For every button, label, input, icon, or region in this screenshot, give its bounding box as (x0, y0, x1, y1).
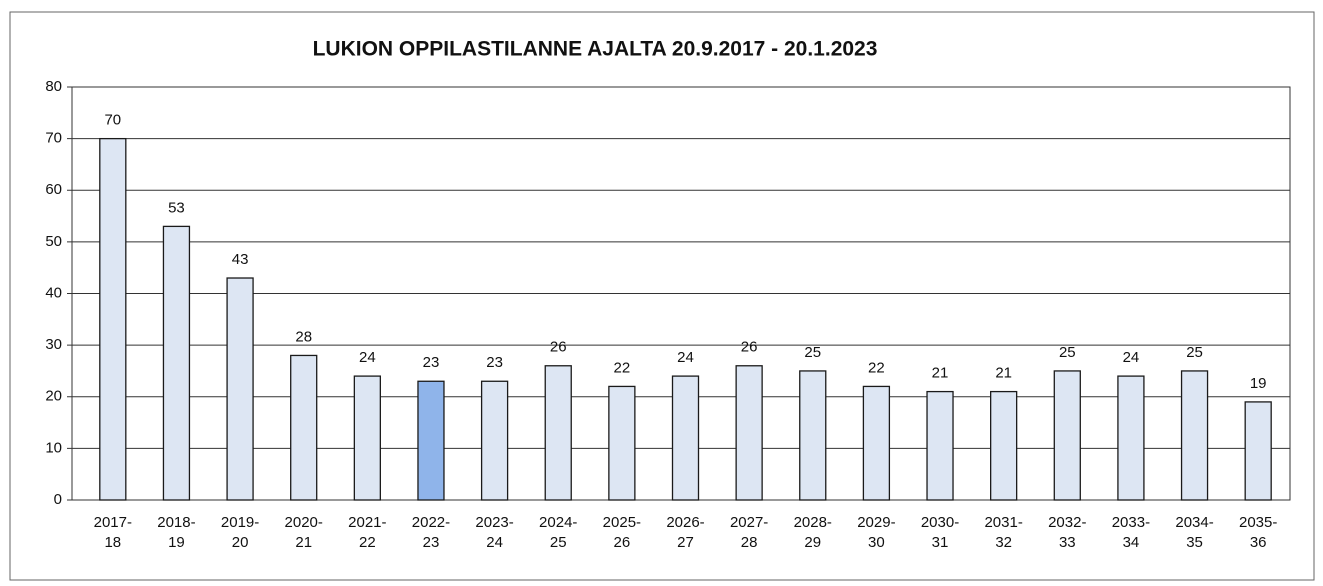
x-tick-label: 2024- (539, 514, 577, 531)
x-tick-label: 2034- (1175, 514, 1213, 531)
x-tick-label: 27 (677, 534, 694, 551)
x-tick-label: 2017- (94, 514, 132, 531)
x-tick-label: 24 (486, 534, 503, 551)
data-label: 23 (423, 354, 440, 371)
x-tick-label: 22 (359, 534, 376, 551)
y-tick-label: 80 (45, 78, 62, 95)
x-tick-label: 35 (1186, 534, 1203, 551)
x-tick-label: 29 (804, 534, 821, 551)
bar (99, 137, 127, 501)
data-label: 70 (104, 112, 121, 129)
x-tick-label: 23 (423, 534, 440, 551)
x-tick-label: 2027- (730, 514, 768, 531)
data-label: 24 (359, 349, 376, 366)
y-tick-label: 10 (45, 439, 62, 456)
y-tick-label: 0 (54, 491, 62, 508)
x-tick-label: 18 (104, 534, 121, 551)
x-tick-label: 2023- (475, 514, 513, 531)
x-tick-label: 2033- (1112, 514, 1150, 531)
x-tick-label: 2018- (157, 514, 195, 531)
data-label: 28 (295, 328, 312, 345)
bar (671, 375, 700, 501)
x-tick-label: 36 (1250, 534, 1267, 551)
x-tick-label: 2029- (857, 514, 895, 531)
x-tick-label: 2031- (984, 514, 1022, 531)
x-tick-label: 34 (1123, 534, 1140, 551)
x-tick-label: 19 (168, 534, 185, 551)
y-tick-label: 30 (45, 336, 62, 353)
data-label: 23 (486, 354, 503, 371)
data-label: 22 (868, 359, 885, 376)
data-label: 24 (677, 349, 694, 366)
bar (353, 375, 381, 501)
bar (608, 385, 636, 501)
x-tick-label: 26 (614, 534, 631, 551)
data-label: 25 (804, 344, 821, 361)
x-tick-label: 30 (868, 534, 885, 551)
bar (990, 390, 1018, 501)
x-tick-label: 2021- (348, 514, 386, 531)
data-label: 24 (1123, 349, 1140, 366)
x-tick-label: 2028- (794, 514, 832, 531)
x-tick-label: 2030- (921, 514, 959, 531)
x-tick-label: 2032- (1048, 514, 1086, 531)
data-label: 21 (932, 365, 949, 382)
data-label: 25 (1186, 344, 1203, 361)
y-tick-label: 20 (45, 388, 62, 405)
x-tick-label: 21 (295, 534, 312, 551)
data-label: 26 (741, 339, 758, 356)
x-tick-label: 31 (932, 534, 949, 551)
y-tick-label: 60 (45, 181, 62, 198)
x-tick-label: 2035- (1239, 514, 1277, 531)
data-label: 53 (168, 199, 185, 216)
data-label: 22 (614, 359, 631, 376)
data-label: 19 (1250, 375, 1267, 392)
x-tick-label: 2025- (603, 514, 641, 531)
x-tick-label: 20 (232, 534, 249, 551)
data-label: 21 (995, 365, 1012, 382)
bar (735, 365, 763, 501)
bar (1117, 375, 1145, 501)
x-tick-label: 2026- (666, 514, 704, 531)
data-label: 26 (550, 339, 567, 356)
bar (417, 380, 445, 501)
bar (862, 385, 891, 501)
bar (1053, 370, 1081, 501)
x-tick-label: 2022- (412, 514, 450, 531)
data-label: 25 (1059, 344, 1076, 361)
y-tick-label: 50 (45, 233, 62, 250)
bar (162, 225, 191, 501)
x-tick-label: 28 (741, 534, 758, 551)
chart-title: LUKION OPPILASTILANNE AJALTA 20.9.2017 -… (313, 38, 878, 61)
x-tick-label: 2020- (285, 514, 323, 531)
y-tick-label: 70 (45, 130, 62, 147)
y-tick-label: 40 (45, 284, 62, 301)
data-label: 43 (232, 251, 249, 268)
bar (226, 277, 254, 501)
bar (290, 354, 318, 501)
x-tick-label: 33 (1059, 534, 1076, 551)
bar (1180, 370, 1209, 501)
bar (799, 370, 827, 501)
x-tick-label: 32 (995, 534, 1012, 551)
bar (1244, 401, 1272, 501)
bar (480, 380, 509, 501)
x-tick-label: 2019- (221, 514, 259, 531)
x-tick-label: 25 (550, 534, 567, 551)
bar (544, 365, 572, 501)
bar (926, 390, 954, 501)
